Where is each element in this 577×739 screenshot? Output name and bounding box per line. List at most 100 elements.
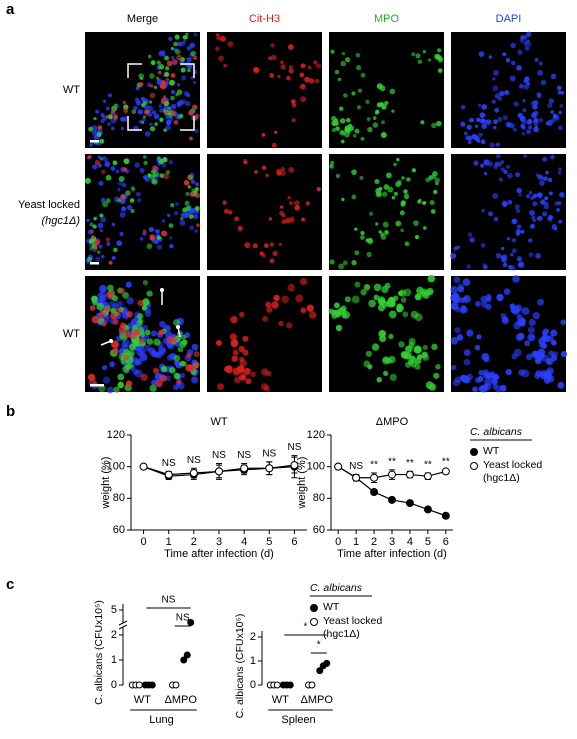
cell [495,142,500,147]
cell [531,113,537,119]
cell [417,199,421,204]
x-tick-label: 5 [425,536,431,548]
cell [194,361,200,367]
cell [153,113,160,120]
cell [304,76,310,83]
cell [463,131,468,136]
group-label: Spleen [281,714,315,726]
cell [117,381,124,389]
cell [159,173,165,179]
cell [480,139,486,145]
cell [165,375,171,381]
cell [261,133,266,137]
cell [354,281,361,288]
cell [340,139,345,144]
x-tick-label: 2 [191,536,197,548]
cell [401,176,405,180]
cell [526,119,532,125]
cell [93,239,100,246]
cell [285,75,291,81]
cell [408,337,416,345]
cell [465,135,471,141]
cell [450,253,457,259]
micrograph [328,274,444,392]
cell [314,78,320,83]
cell [367,126,373,133]
cell [104,306,110,312]
cell [481,301,488,308]
data-point [139,462,148,471]
cell [547,177,553,183]
cell [102,376,111,384]
cell [187,63,193,69]
cell [492,383,498,389]
y-tick-label: 5 [111,604,117,616]
cell [402,311,409,318]
cell [431,343,438,351]
cell [181,99,187,105]
cell [510,60,516,66]
cell [360,289,367,296]
cell [143,155,147,159]
cell [170,203,175,208]
cell [520,123,525,129]
cell [183,179,190,186]
cell [505,164,510,169]
cell [89,222,94,227]
cell [345,117,351,123]
cell [480,243,486,248]
cell [433,372,440,379]
y-tick-label: 120 [107,429,125,441]
cell [507,172,513,179]
y-tick-label: 60 [313,524,325,536]
cell [153,239,159,245]
cell [164,66,170,71]
cell [137,300,144,307]
cell [168,36,173,42]
significance-label: NS [237,450,251,461]
cell [95,109,100,114]
cell [184,35,189,40]
cell [405,361,412,368]
cell [515,172,521,178]
cell [143,175,148,180]
cell [123,108,129,114]
cell [523,78,529,84]
cell [386,172,392,179]
cell [242,335,249,342]
cell [133,329,140,336]
cell [151,110,157,115]
cell [273,130,278,134]
x-tick-label: 5 [266,536,272,548]
cell [413,345,422,354]
cell [555,207,561,213]
cell [91,315,100,324]
cell [100,216,107,223]
cell [125,190,131,196]
cell [155,229,160,234]
cell [414,357,422,365]
cell [182,39,187,43]
data-point [423,505,432,514]
cell [149,122,153,127]
cell [307,65,312,70]
cell [410,355,416,361]
cell [150,60,156,66]
cell [509,265,516,271]
cell [399,210,405,216]
cell [92,224,97,229]
cell [237,225,243,231]
cell [481,123,487,130]
cell [147,54,152,59]
x-tick-label: ΔMPO [301,694,334,706]
scale-bar [90,140,99,143]
cell [414,313,423,322]
cell [300,307,307,314]
cell [335,324,343,332]
scale-bar [90,262,99,265]
cell [191,343,199,351]
cell [426,288,434,296]
axis-break [118,620,128,630]
cell [245,378,252,385]
cell [93,135,98,140]
